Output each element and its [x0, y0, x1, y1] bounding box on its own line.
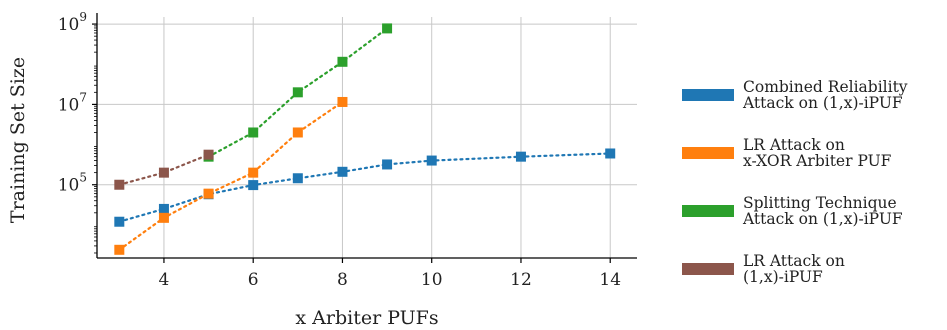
- series-line: [119, 154, 610, 222]
- legend-swatch: [682, 89, 734, 101]
- series: [114, 23, 615, 254]
- y-axis-label: Training Set Size: [7, 57, 29, 223]
- legend-item: LR Attack on(1,x)-iPUF: [682, 252, 845, 286]
- data-point: [114, 245, 124, 255]
- x-ticks: 4 6 8 10 12 14: [159, 258, 622, 290]
- x-axis-label: x Arbiter PUFs: [295, 307, 438, 329]
- data-point: [159, 213, 169, 223]
- legend-label: x-XOR Arbiter PUF: [743, 152, 892, 170]
- grid: [97, 17, 637, 258]
- data-point: [114, 217, 124, 227]
- x-tick-label: 8: [337, 270, 348, 290]
- y-ticks: 105 107 109: [58, 10, 97, 253]
- y-tick-label: 105: [58, 171, 87, 196]
- legend-label: Attack on (1,x)-iPUF: [742, 210, 903, 228]
- data-point: [159, 168, 169, 178]
- data-point: [516, 152, 526, 162]
- axes: [97, 13, 637, 258]
- x-tick-label: 6: [248, 270, 259, 290]
- data-point: [204, 189, 214, 199]
- series-line: [119, 102, 342, 250]
- data-point: [204, 150, 214, 160]
- data-point: [293, 127, 303, 137]
- legend-swatch: [682, 205, 734, 217]
- data-point: [248, 127, 258, 137]
- data-point: [114, 180, 124, 190]
- data-point: [248, 168, 258, 178]
- series-1: [114, 148, 615, 226]
- x-tick-label: 10: [421, 270, 443, 290]
- x-tick-label: 14: [599, 270, 621, 290]
- data-point: [427, 156, 437, 166]
- x-tick-label: 12: [510, 270, 532, 290]
- legend-label: Attack on (1,x)-iPUF: [742, 94, 903, 112]
- x-tick-label: 4: [159, 270, 170, 290]
- legend-swatch: [682, 263, 734, 275]
- legend-swatch: [682, 147, 734, 159]
- legend-label: (1,x)-iPUF: [743, 268, 823, 286]
- data-point: [293, 173, 303, 183]
- data-point: [293, 87, 303, 97]
- series-3: [204, 23, 393, 161]
- y-tick-label: 107: [58, 90, 87, 115]
- legend-item: LR Attack onx-XOR Arbiter PUF: [682, 136, 892, 170]
- data-point: [337, 57, 347, 67]
- data-point: [605, 148, 615, 158]
- data-point: [337, 167, 347, 177]
- data-point: [248, 180, 258, 190]
- data-point: [382, 159, 392, 169]
- y-tick-label: 109: [58, 10, 87, 35]
- data-point: [159, 204, 169, 214]
- data-point: [337, 97, 347, 107]
- data-point: [382, 23, 392, 33]
